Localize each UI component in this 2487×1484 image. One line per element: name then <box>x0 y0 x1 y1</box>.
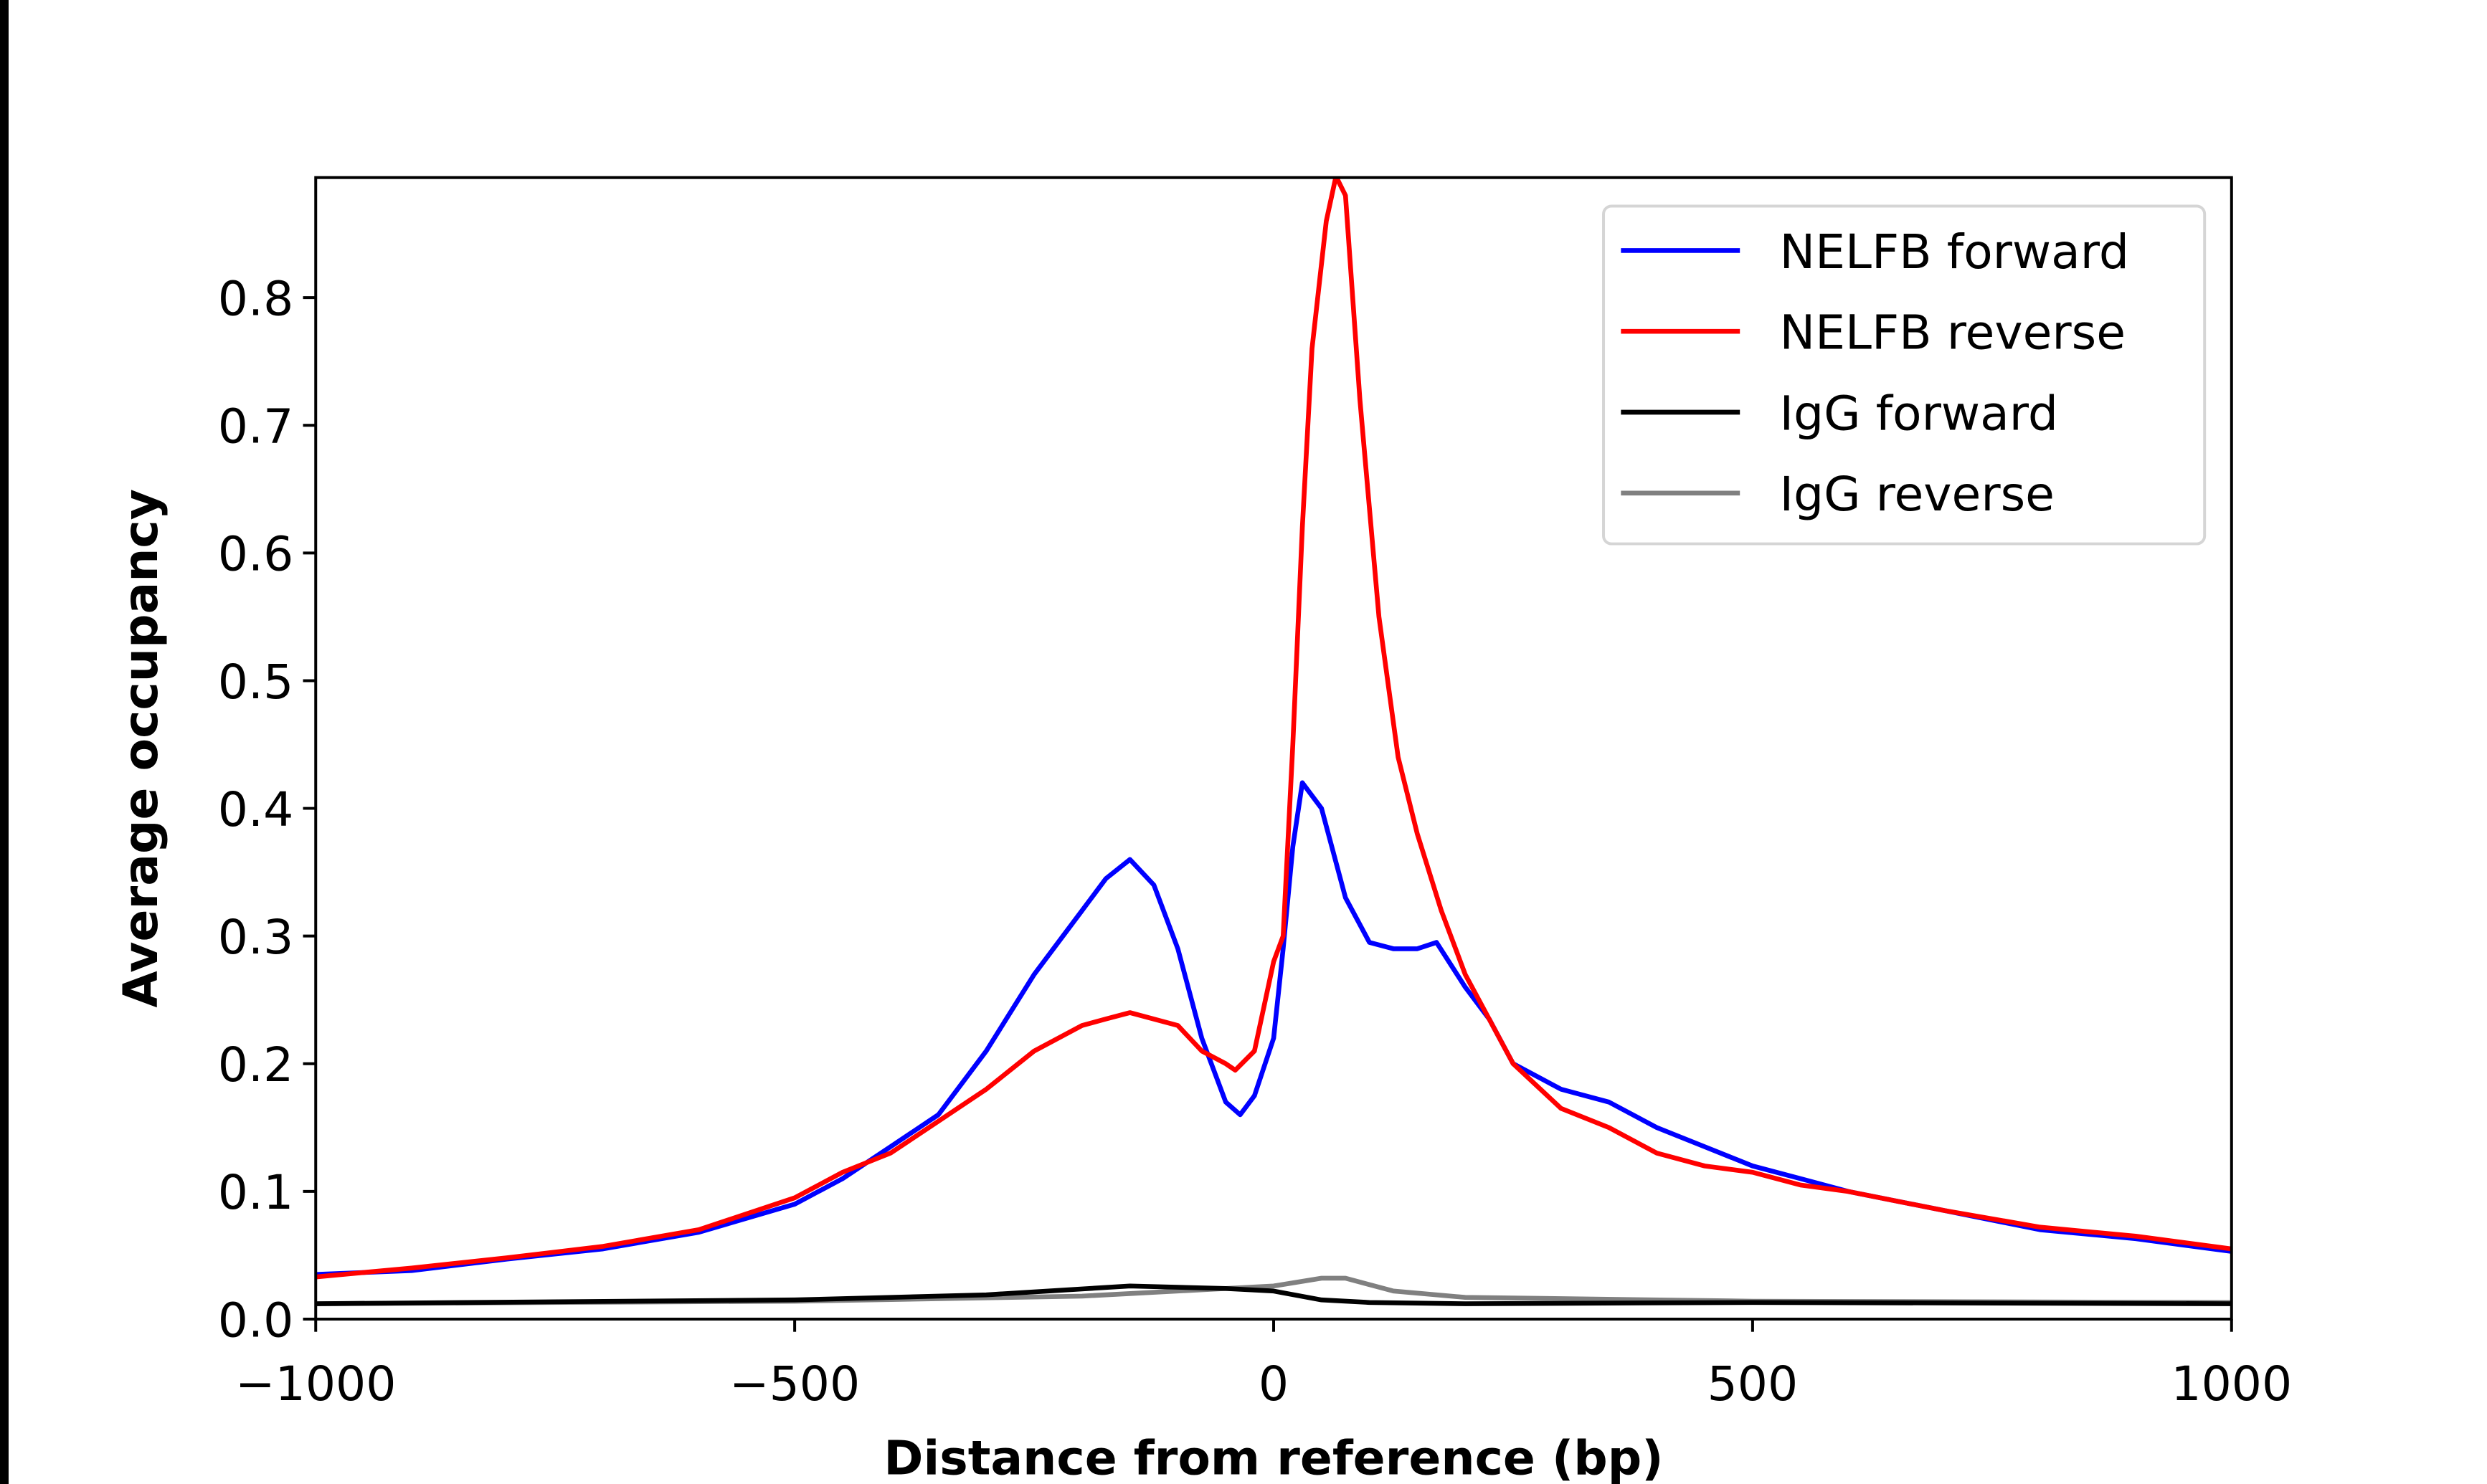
x-tick-label: −1000 <box>235 1356 396 1412</box>
y-tick-label: 0.8 <box>218 270 293 326</box>
y-tick-label: 0.2 <box>218 1037 293 1093</box>
series-line-igg-reverse <box>316 1275 2232 1306</box>
x-tick-label: 500 <box>1707 1356 1799 1412</box>
y-tick-label: 0.7 <box>218 399 293 455</box>
series-line-nelfb-reverse <box>316 177 2232 1280</box>
legend-frame <box>1602 204 2207 546</box>
y-tick-label: 0.1 <box>218 1164 293 1220</box>
legend-label: NELFB reverse <box>1780 305 2126 361</box>
y-axis-ticks: 0.0 0.1 0.2 0.3 0.4 0.5 0.6 0.7 0.8 <box>218 270 316 1348</box>
y-tick-label: 0.4 <box>218 781 293 837</box>
y-tick-label: 0.3 <box>218 909 293 965</box>
y-tick-label: 0.5 <box>218 654 293 710</box>
legend: NELFB forward NELFB reverse IgG forward IgG… <box>1602 204 2207 546</box>
series-lines <box>316 177 2232 1306</box>
legend-label: NELFB forward <box>1780 224 2130 280</box>
y-axis-label: Average occupancy <box>113 489 169 1008</box>
series-line-nelfb-forward <box>316 780 2232 1277</box>
x-tick-label: −500 <box>729 1356 860 1412</box>
y-tick-label: 0.6 <box>218 526 293 582</box>
left-border <box>0 0 9 1484</box>
x-tick-label: 0 <box>1259 1356 1289 1412</box>
x-axis-label: Distance from reference (bp) <box>884 1430 1663 1484</box>
y-tick-label: 0.0 <box>218 1292 293 1348</box>
x-tick-label: 1000 <box>2171 1356 2292 1412</box>
legend-label: IgG forward <box>1780 385 2058 441</box>
legend-label: IgG reverse <box>1780 466 2055 522</box>
series-line-igg-forward <box>316 1283 2232 1306</box>
x-axis-ticks: −1000 −500 0 500 1000 <box>235 1319 2292 1412</box>
